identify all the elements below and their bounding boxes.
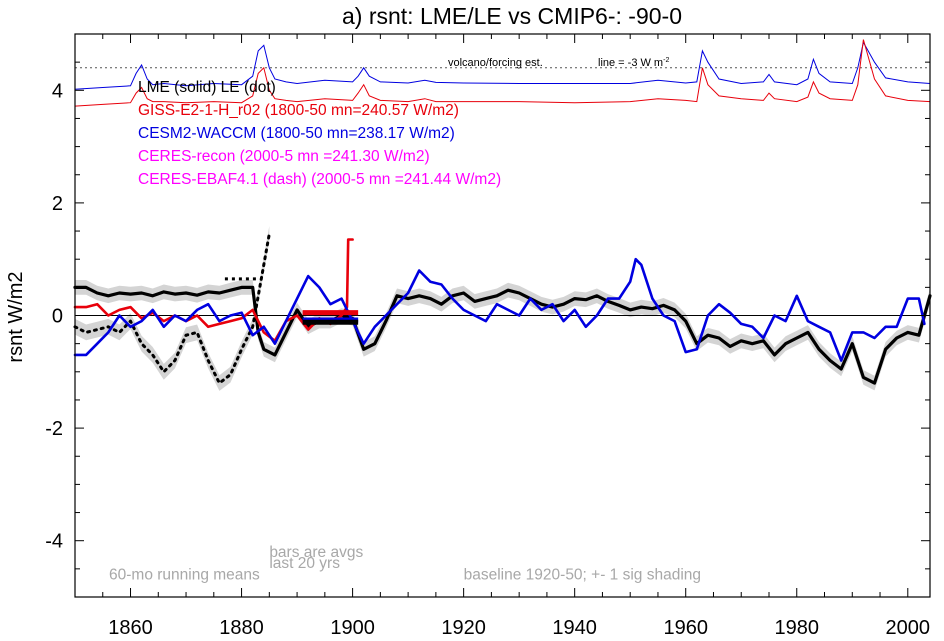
annotation: 60-mo running means [109, 566, 260, 583]
x-tick-label: 2000 [886, 617, 931, 639]
legend-entry: CESM2-WACCM (1800-50 mn=238.17 W/m2) [138, 125, 455, 142]
annotation: bars are avgs [269, 544, 363, 561]
y-tick-label: -4 [45, 531, 63, 553]
legend-entry: CERES-EBAF4.1 (dash) (2000-5 mn =241.44 … [138, 171, 501, 188]
series-line-lme-solid [73, 285, 932, 385]
series-line-cesm2-waccm [73, 257, 926, 362]
forcing-line-giss-e2-1-h-r02-forcing [74, 39, 931, 107]
legend-entry: LME (solid) LE (dot) [138, 79, 276, 96]
reference-label: volcano/forcing est. [448, 57, 543, 69]
x-tick-label: 1920 [441, 617, 486, 639]
annotation: baseline 1920-50; +- 1 sig shading [464, 566, 701, 583]
series-line-le-dot [73, 232, 271, 385]
reference-label-sup: -2 [663, 57, 669, 64]
x-tick-label: 1960 [663, 617, 708, 639]
shading-le-dot [75, 226, 270, 391]
x-tick-label: 1880 [219, 617, 264, 639]
forcing-line-cesm2-waccm-forcing [74, 41, 931, 90]
legend-entry: GISS-E2-1-H_r02 (1800-50 mn=240.57 W/m2) [138, 102, 459, 119]
plot-area: volcano/forcing est. line = -3 W m-2 LME (… [45, 33, 932, 639]
y-axis-label: rsnt W/m2 [5, 271, 27, 362]
y-tick-label: 0 [52, 306, 63, 328]
y-tick-label: 2 [52, 193, 63, 215]
x-tick-label: 1900 [330, 617, 375, 639]
x-tick-label: 1860 [108, 617, 153, 639]
x-tick-label: 1980 [775, 617, 820, 639]
chart-title: a) rsnt: LME/LE vs CMIP6-: -90-0 [342, 3, 682, 29]
annotation: last 20 yrs [269, 555, 340, 572]
y-tick-label: 4 [52, 80, 63, 102]
legend-entry: CERES-recon (2000-5 mn =241.30 W/m2) [138, 148, 430, 165]
reference-label-2: line = -3 W m-2 [598, 57, 669, 69]
x-tick-label: 1940 [552, 617, 597, 639]
y-tick-label: -2 [45, 418, 63, 440]
